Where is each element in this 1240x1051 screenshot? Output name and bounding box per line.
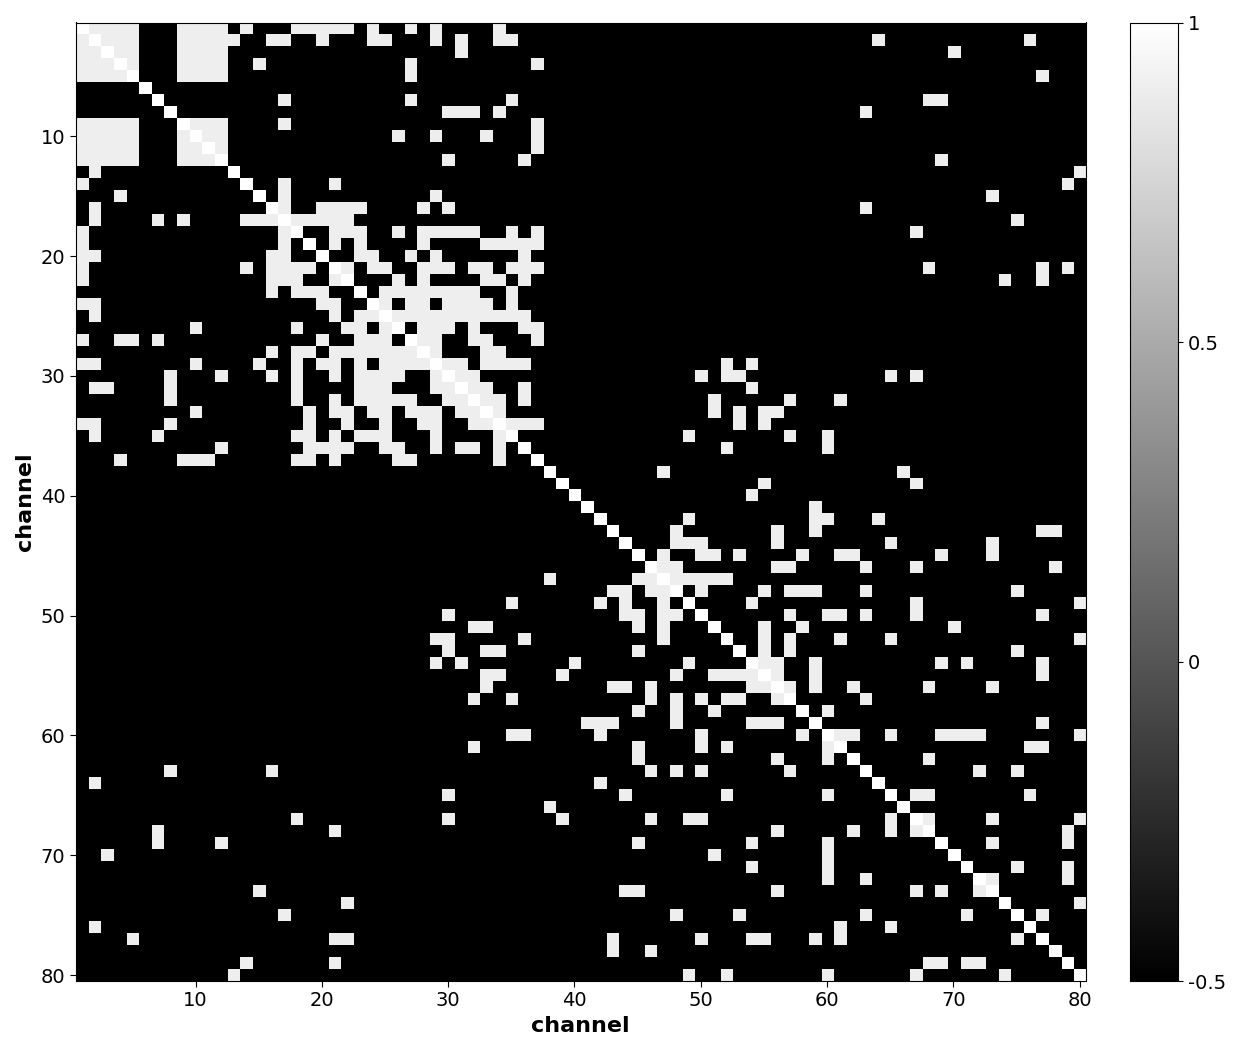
X-axis label: channel: channel [532, 1016, 630, 1036]
Y-axis label: channel: channel [15, 452, 35, 551]
